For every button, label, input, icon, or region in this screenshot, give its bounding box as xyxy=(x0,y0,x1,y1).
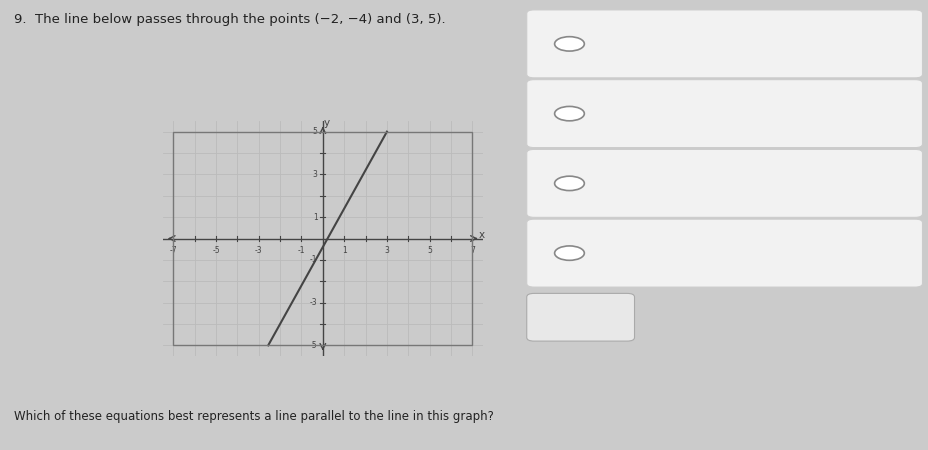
Text: Clear All: Clear All xyxy=(554,311,606,324)
Text: 1: 1 xyxy=(342,246,346,255)
Text: $y = -\dfrac{9}{2}x + 4$: $y = -\dfrac{9}{2}x + 4$ xyxy=(612,97,714,130)
Text: 5: 5 xyxy=(427,246,432,255)
Text: -5: -5 xyxy=(212,246,220,255)
Text: 1: 1 xyxy=(313,213,317,222)
Text: 3: 3 xyxy=(384,246,389,255)
Text: Which of these equations best represents a line parallel to the line in this gra: Which of these equations best represents… xyxy=(14,410,494,423)
Text: -3: -3 xyxy=(310,298,317,307)
Text: 7: 7 xyxy=(470,246,474,255)
Text: -3: -3 xyxy=(254,246,263,255)
Text: -5: -5 xyxy=(310,341,317,350)
Text: -7: -7 xyxy=(169,246,177,255)
Text: 5: 5 xyxy=(313,127,317,136)
Text: 3: 3 xyxy=(313,170,317,179)
Text: x: x xyxy=(479,230,484,240)
Text: -1: -1 xyxy=(310,255,317,264)
Text: 9.  The line below passes through the points (−2, −4) and (3, 5).: 9. The line below passes through the poi… xyxy=(14,14,445,27)
Text: y: y xyxy=(323,118,329,128)
Text: $y = \dfrac{9}{5}x + 4$: $y = \dfrac{9}{5}x + 4$ xyxy=(612,167,694,200)
Text: $y = x + 4$: $y = x + 4$ xyxy=(612,34,682,54)
Text: $y = -\dfrac{4}{3}x + 4$: $y = -\dfrac{4}{3}x + 4$ xyxy=(612,237,714,270)
Text: -1: -1 xyxy=(297,246,305,255)
